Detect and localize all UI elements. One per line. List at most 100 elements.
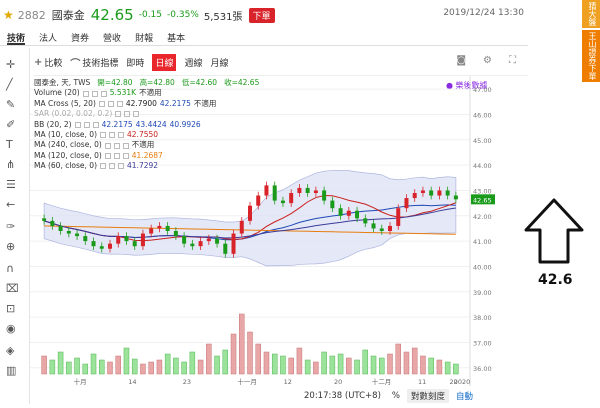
legend-row[interactable]: MA (120, close, 0) 41.2687: [34, 151, 263, 161]
interval-monthly[interactable]: 月線: [210, 59, 229, 69]
legend-row[interactable]: Volume (20) 5.531K 不適用: [34, 88, 263, 98]
legend-option-icon[interactable]: [122, 142, 129, 149]
legend-option-icon[interactable]: [115, 111, 122, 118]
percent-toggle[interactable]: %: [391, 391, 400, 401]
back-arrow-icon[interactable]: ←: [6, 198, 16, 211]
candle-body: [256, 195, 261, 206]
tab-financials[interactable]: 財報: [135, 34, 154, 44]
trash-icon[interactable]: ▥: [6, 364, 17, 377]
legend-value: 43.4424: [135, 119, 167, 129]
camera-icon[interactable]: ◙: [456, 55, 467, 66]
legend-label: MA Cross (5, 20): [34, 98, 96, 108]
legend-option-icon[interactable]: [109, 132, 116, 139]
auto-scale-toggle[interactable]: 自動: [455, 392, 473, 402]
legend-option-icon[interactable]: [100, 163, 107, 170]
layers-icon[interactable]: ◈: [6, 344, 15, 357]
legend-option-icon[interactable]: [118, 132, 125, 139]
legend-row[interactable]: SAR (0.02, 0.02, 0.2): [34, 109, 263, 119]
legend-option-icon[interactable]: [109, 163, 116, 170]
legend-row[interactable]: MA Cross (5, 20) 42.7900 42.2175 不適用: [34, 99, 263, 109]
log-scale-toggle[interactable]: 對數刻度: [406, 389, 449, 403]
volume-bar: [41, 355, 47, 375]
legend-option-icon[interactable]: [82, 90, 89, 97]
pen-icon[interactable]: ✐: [6, 118, 16, 131]
text-icon[interactable]: T: [6, 138, 13, 151]
candle-body: [404, 198, 409, 209]
candle-body: [149, 228, 154, 234]
volume-bar: [436, 359, 443, 375]
interval-weekly[interactable]: 週線: [184, 59, 203, 69]
candle-body: [330, 200, 335, 209]
quote-header: ★ 2882 國泰金 42.65 -0.15 -0.35% 5,531張 下單 …: [0, 0, 528, 30]
candle-body: [338, 208, 343, 216]
legend-option-icon[interactable]: [107, 101, 114, 108]
legend-option-icon[interactable]: [104, 142, 111, 149]
lock-icon[interactable]: ⊡: [6, 302, 16, 315]
legend-option-icon[interactable]: [113, 142, 120, 149]
indicators-button[interactable]: ⌒ 技術指標: [70, 55, 118, 70]
pattern-icon[interactable]: ⋔: [6, 158, 16, 171]
visibility-eye-icon[interactable]: ◉: [6, 322, 16, 335]
measure-icon[interactable]: ✑: [6, 220, 16, 233]
legend-option-icon[interactable]: [104, 153, 111, 160]
candle-body: [346, 210, 351, 216]
fullscreen-icon[interactable]: ⛶: [509, 55, 516, 66]
compare-button[interactable]: + 比較: [34, 57, 63, 69]
legend-option-icon[interactable]: [91, 90, 98, 97]
interval-daily[interactable]: 日線: [152, 54, 177, 71]
legend-open: 開=42.80: [97, 78, 133, 87]
brush-icon[interactable]: ✎: [6, 98, 16, 111]
legend-row[interactable]: BB (20, 2) 42.2175 43.4424 40.9926: [34, 120, 263, 130]
candle-body: [280, 200, 285, 204]
price-chart[interactable]: 47.00 46.00 45.00 44.00 43.00 42.00 41.00 40.00…: [30, 76, 508, 386]
lock-draw-icon[interactable]: ⌧: [6, 282, 19, 295]
volume-bar: [57, 351, 64, 375]
legend-option-icon[interactable]: [122, 153, 129, 160]
legend-row[interactable]: MA (60, close, 0) 41.7292: [34, 161, 263, 171]
legend-option-icon[interactable]: [118, 163, 125, 170]
candle-body: [58, 225, 63, 231]
order-button[interactable]: 下單: [248, 7, 275, 23]
candle-body: [91, 241, 96, 247]
volume-bar: [148, 361, 154, 375]
legend-row[interactable]: MA (10, close, 0) 42.7550: [34, 130, 263, 140]
settings-gear-icon[interactable]: ⚙: [483, 55, 492, 66]
legend-option-icon[interactable]: [98, 101, 105, 108]
tab-basic[interactable]: 基本: [167, 34, 186, 44]
legend-option-icon[interactable]: [92, 121, 99, 128]
candle-body: [429, 190, 434, 196]
candle-body: [388, 225, 392, 231]
fib-icon[interactable]: ☰: [6, 178, 16, 191]
signal-label[interactable]: ● 樂後數據: [446, 81, 488, 90]
x-tick-label: 十月: [74, 377, 87, 386]
volume-bar: [420, 355, 426, 375]
tab-revenue[interactable]: 營收: [103, 34, 122, 44]
interval-realtime[interactable]: 即時: [126, 59, 145, 69]
legend-option-icon[interactable]: [83, 121, 90, 128]
legend-label: BB (20, 2): [34, 119, 72, 129]
tab-technical[interactable]: 技術: [7, 30, 26, 45]
legend-option-icon[interactable]: [113, 153, 120, 160]
legend-option-icon[interactable]: [116, 101, 123, 108]
legend-option-icon[interactable]: [100, 90, 107, 97]
volume-bar: [247, 331, 253, 375]
side-button-order[interactable]: 王山證券下單: [582, 30, 600, 82]
volume-bar: [370, 355, 377, 375]
price-tick-label: 40.00: [473, 263, 492, 271]
trend-line-icon[interactable]: ╱: [6, 78, 13, 91]
legend-row[interactable]: MA (240, close, 0) 不適用: [34, 140, 263, 150]
magnet-icon[interactable]: ∩: [6, 262, 15, 275]
tab-institutional[interactable]: 法人: [39, 34, 58, 44]
tab-margin[interactable]: 資券: [71, 34, 90, 44]
side-button-guess[interactable]: 猜大盤: [582, 0, 600, 28]
crosshair-icon[interactable]: ✛: [6, 58, 16, 71]
candle-body: [420, 190, 425, 193]
favorite-star-icon[interactable]: ★: [3, 8, 14, 22]
legend-option-icon[interactable]: [133, 111, 140, 118]
candle-body: [108, 243, 112, 249]
legend-option-icon[interactable]: [124, 111, 131, 118]
legend-option-icon[interactable]: [74, 121, 81, 128]
zoom-in-icon[interactable]: ⊕: [6, 240, 16, 253]
x-tick-label: 12: [284, 378, 292, 386]
legend-option-icon[interactable]: [100, 132, 107, 139]
